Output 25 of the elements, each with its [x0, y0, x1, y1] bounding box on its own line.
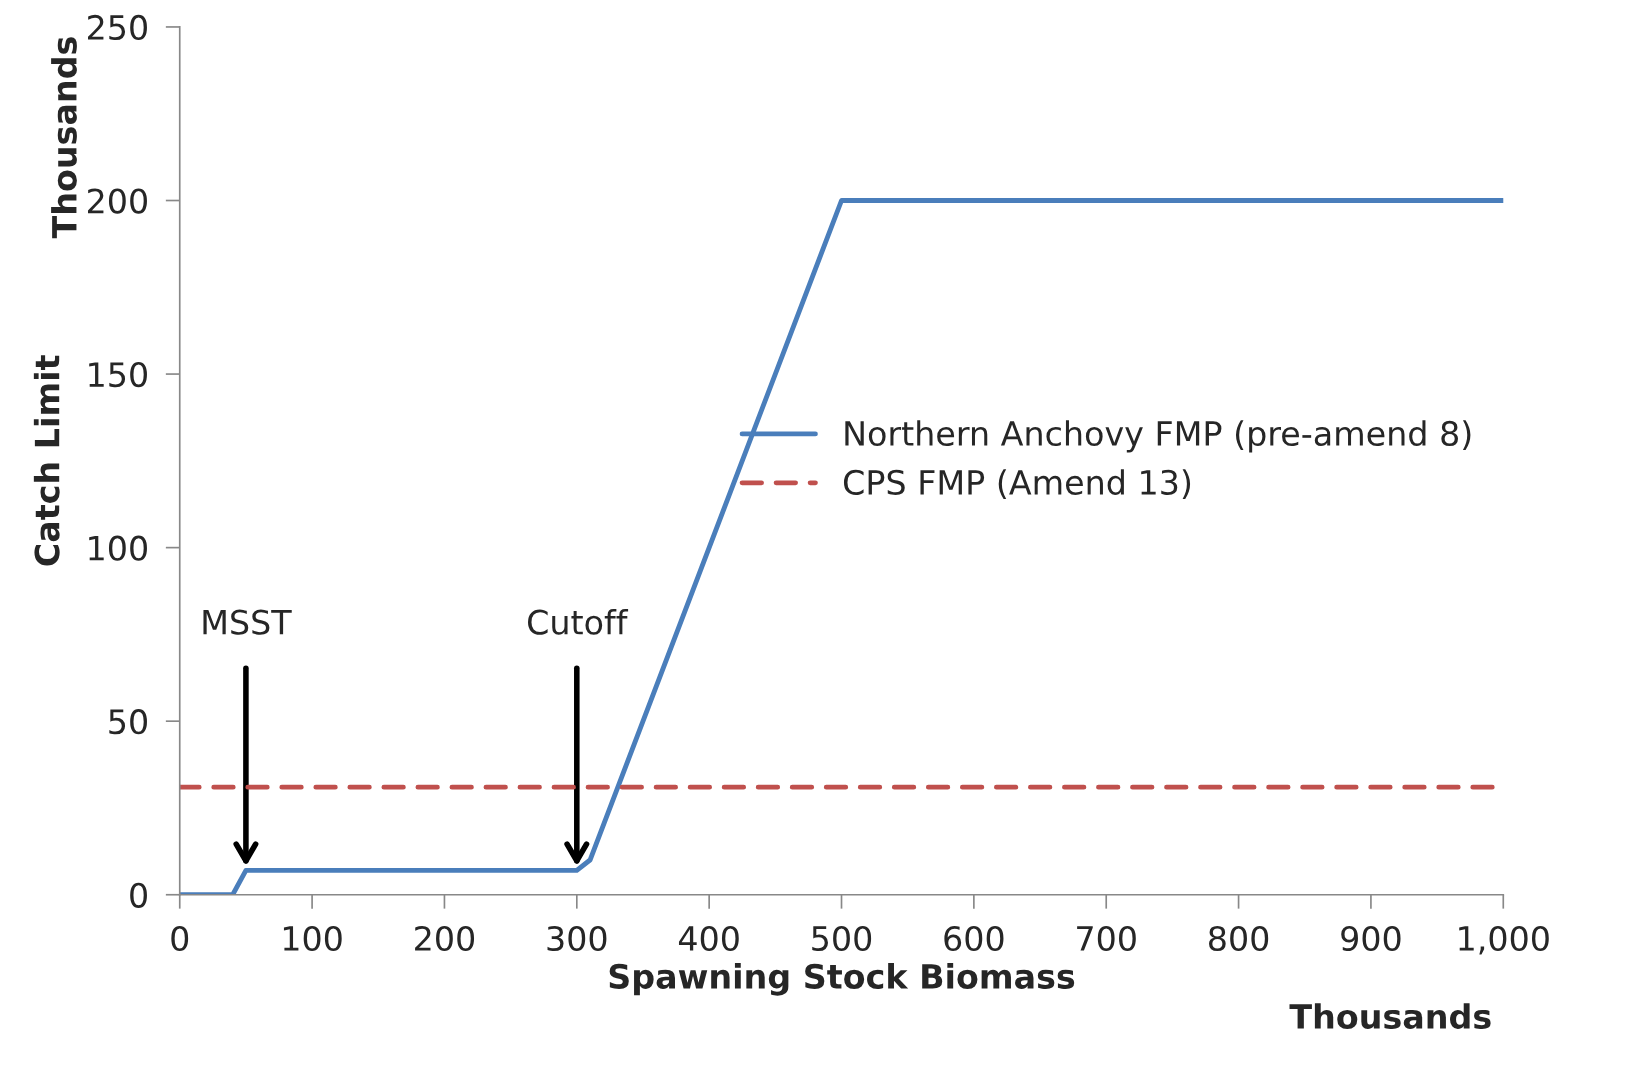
y-tick-label: 50	[109, 709, 147, 735]
legend-label: Northern Anchovy FMP (pre-amend 8)	[845, 420, 1471, 453]
text: Thousands	[51, 37, 77, 239]
x-tick-label: 700	[1077, 925, 1136, 952]
legend-label: CPS FMP (Amend 13)	[843, 469, 1191, 499]
text: Thousands	[1289, 1003, 1491, 1030]
x-tick-label: 300	[547, 925, 607, 952]
y-tick-label: 100	[89, 535, 147, 561]
y-tick-label: 200	[88, 188, 147, 214]
x-tick-label: 200	[415, 925, 475, 952]
y-tick-label: 250	[88, 14, 147, 41]
annotation: MSST	[203, 609, 292, 635]
x-tick-label: 800	[1209, 925, 1269, 952]
x-tick-label: 0	[171, 925, 189, 952]
annotation: Cutoff	[528, 609, 629, 635]
y-tick-label: 150	[89, 361, 147, 388]
x-tick-label: 900	[1341, 925, 1401, 952]
x-tick-label: 500	[812, 925, 872, 952]
x-tick-label: 400	[678, 925, 739, 952]
x-tick-label: 100	[283, 925, 342, 952]
x-tick-label: 600	[944, 925, 1004, 952]
x-axis-title: Spawning Stock Biomass	[609, 963, 1075, 996]
y-tick-label: 0	[130, 882, 147, 908]
x-tick-label: 1,000	[1459, 925, 1549, 955]
y-axis-title: Catch Limit	[33, 355, 60, 566]
